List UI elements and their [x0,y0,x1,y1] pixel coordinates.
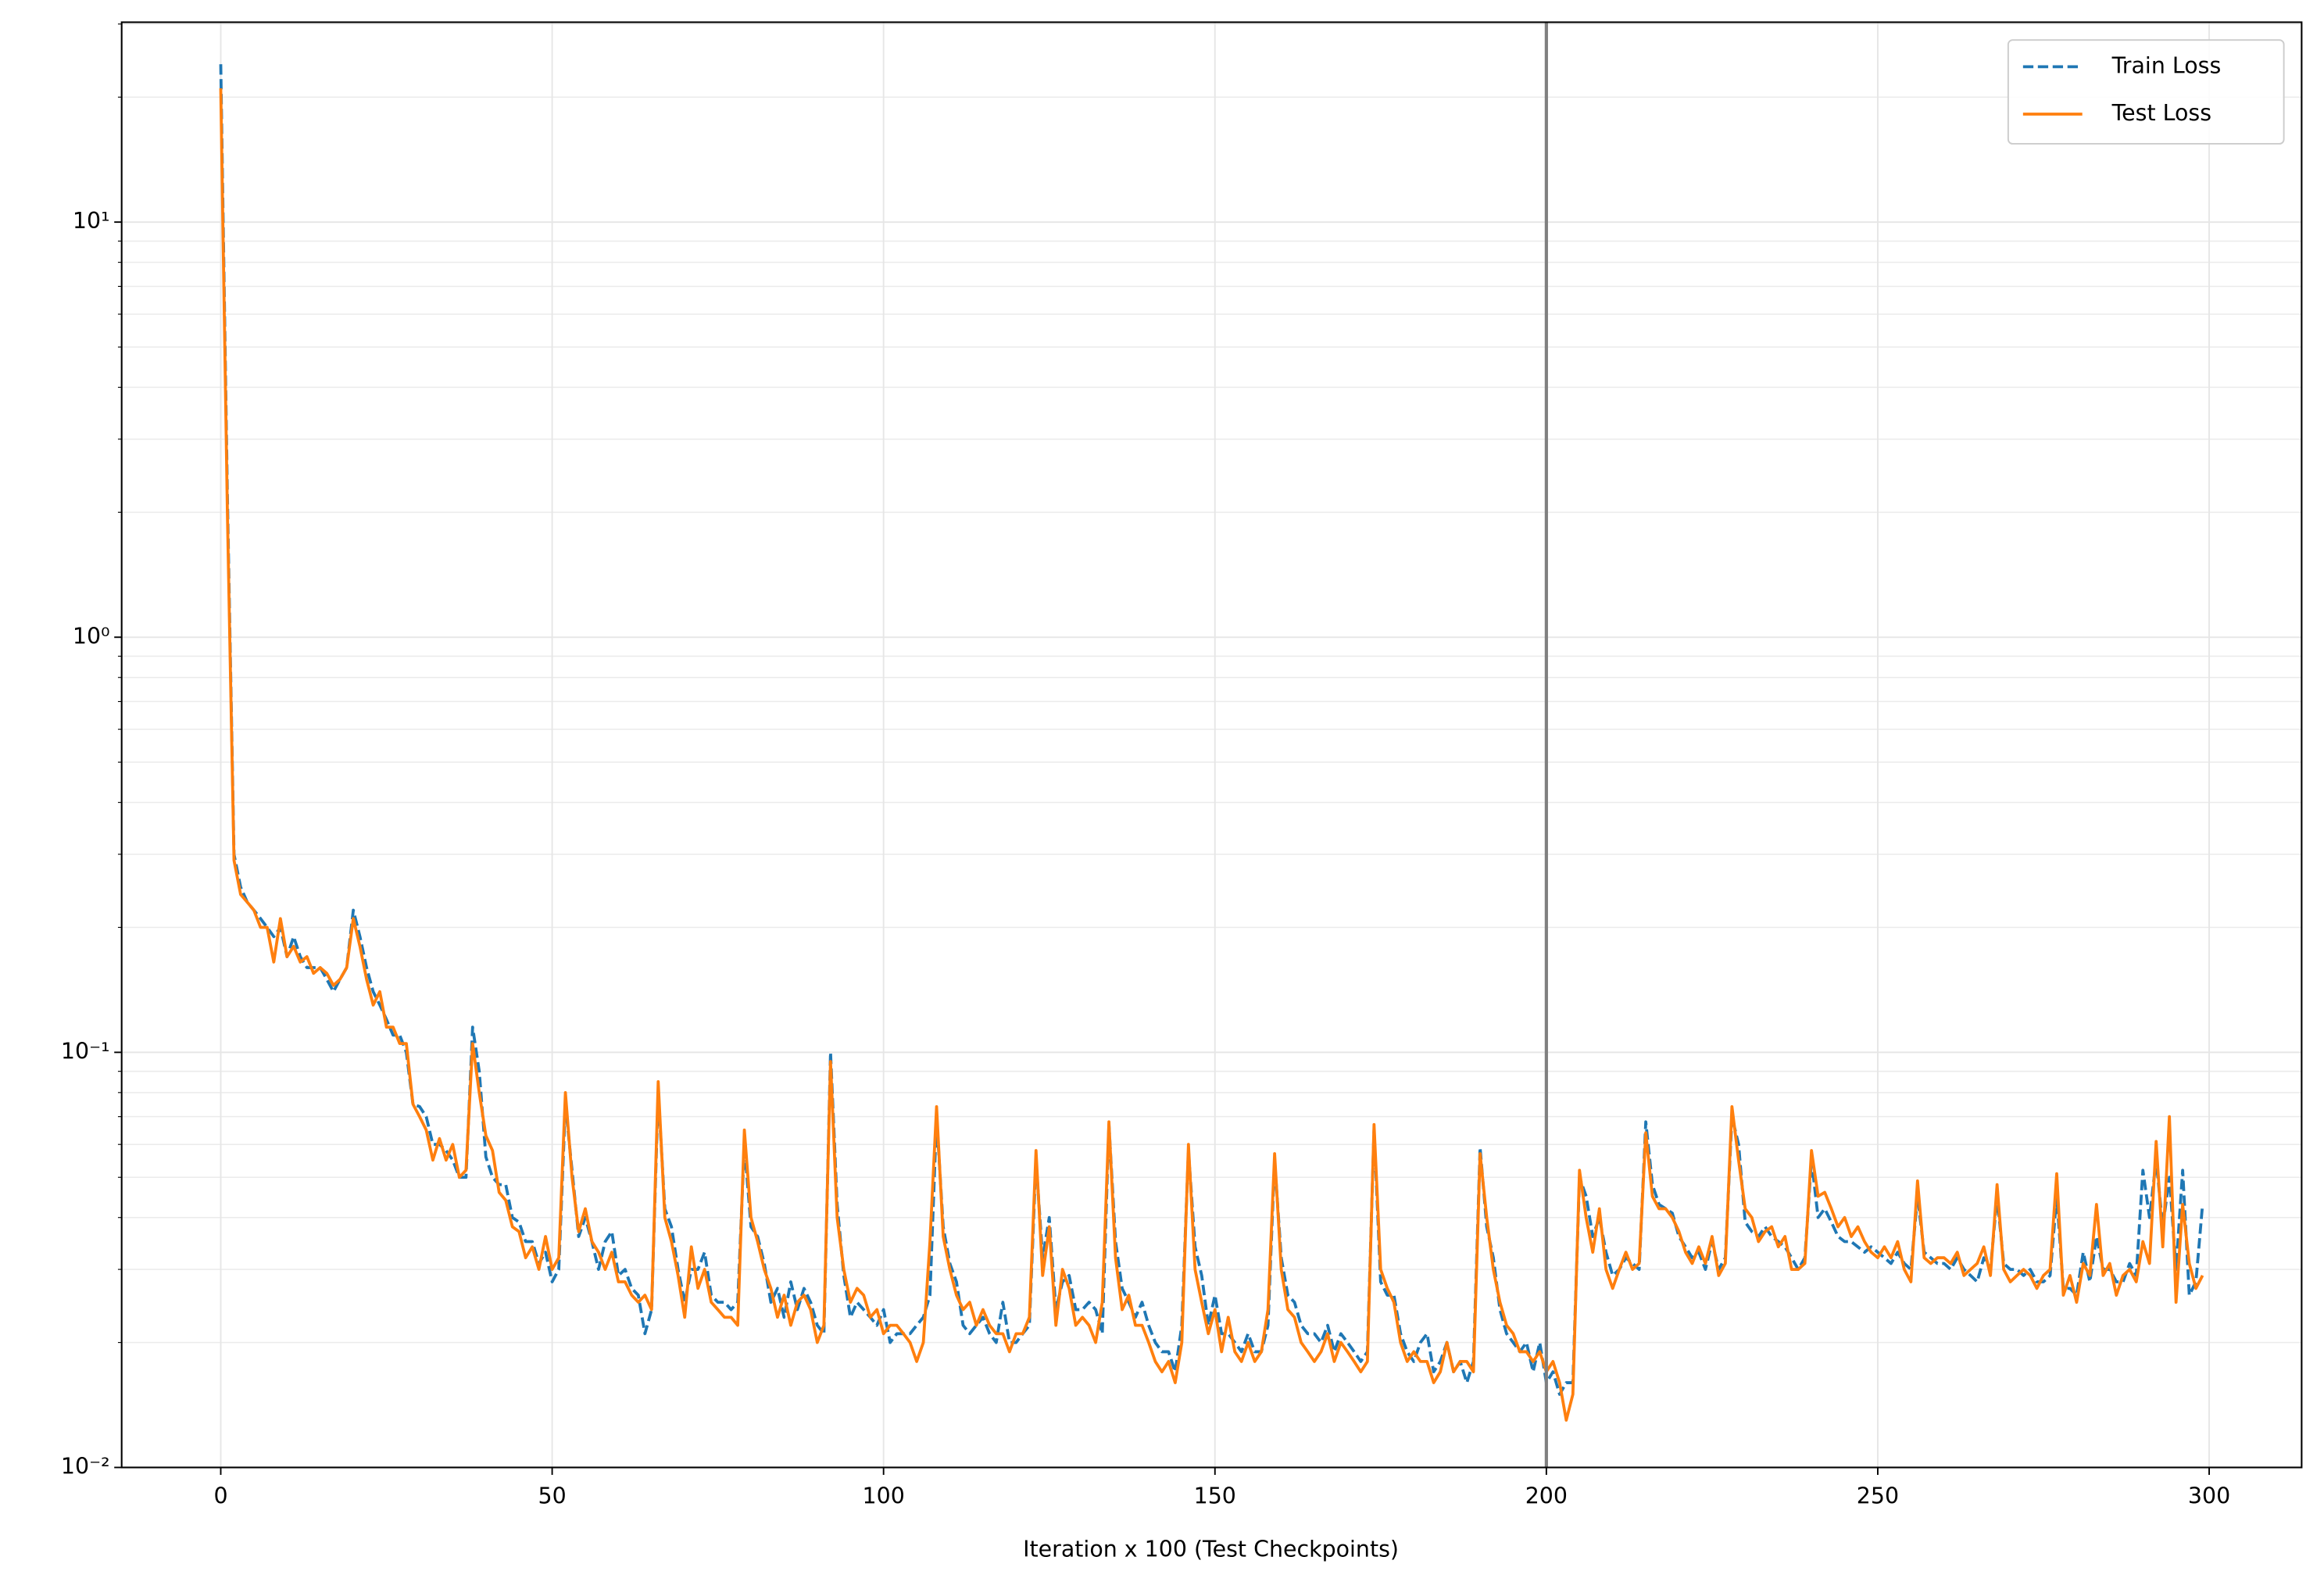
y-tick-label: 10⁰ [73,623,110,649]
x-tick-label: 200 [1525,1483,1568,1508]
x-tick-label: 100 [863,1483,905,1508]
x-tick-label: 50 [538,1483,566,1508]
legend-label: Test Loss [2111,100,2211,126]
x-tick-label: 150 [1194,1483,1236,1508]
x-tick-label: 0 [213,1483,227,1508]
legend-label: Train Loss [2111,52,2222,78]
y-tick-label: 10¹ [73,208,110,234]
line-series [219,88,2204,1422]
x-axis-label: Iteration x 100 (Test Checkpoints) [1023,1537,1399,1562]
x-tick-label: 250 [1857,1483,1899,1508]
y-tick-label: 10⁻¹ [61,1038,110,1064]
y-tick-label: 10⁻² [61,1453,110,1479]
x-tick-label: 300 [2188,1483,2230,1508]
plot-frame [120,21,2303,1469]
